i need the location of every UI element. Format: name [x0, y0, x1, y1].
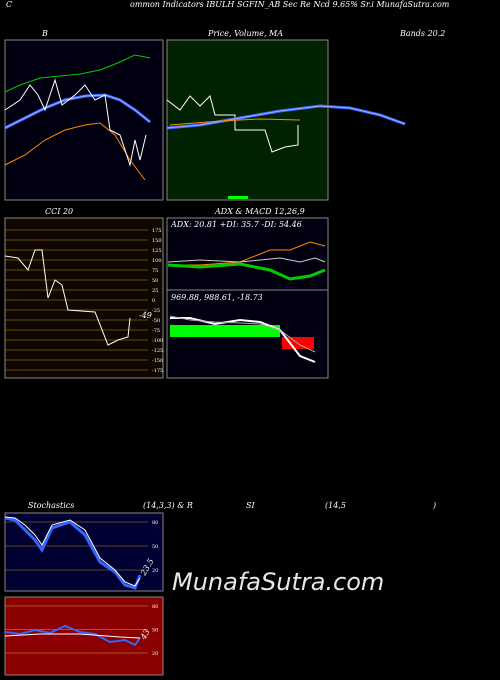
tick-label: 50 [152, 544, 158, 550]
ma-line-edge [166, 105, 406, 129]
rsi-line [4, 624, 141, 647]
tick-label: -100 [152, 338, 163, 344]
stoch-d [4, 516, 141, 587]
tick-label: -150 [152, 358, 163, 364]
panel-title: Price, Volume, MA [207, 29, 283, 38]
panel-title: CCI 20 [45, 207, 73, 216]
tick-label: 150 [152, 238, 162, 244]
header-prefix: C [6, 0, 12, 9]
tick-label: 0 [152, 298, 155, 304]
ticks: 80 50 20 [5, 604, 158, 657]
tick-label: 50 [152, 278, 158, 284]
header-right: SGFIN_AB Sec Re Ncd 9.65% Sr.i MunafaSut… [237, 0, 450, 9]
panel-title: ) [432, 501, 436, 510]
plus-di [167, 262, 326, 281]
tick-label: -25 [152, 308, 160, 314]
panel-title: (14,5 [325, 501, 346, 510]
panel-title: (14,3,3) & R [143, 501, 193, 510]
panel-title: B [41, 29, 48, 38]
rsi-avg [4, 633, 141, 639]
stoch-k [4, 516, 142, 590]
tick-label: 50 [152, 628, 158, 634]
lower-band [4, 122, 146, 181]
macd-text: 969.88, 988.61, -18.73 [171, 293, 263, 302]
adx-line [167, 257, 326, 263]
upper-band [4, 54, 151, 93]
panel [4, 512, 164, 592]
tick-label: 75 [152, 268, 158, 274]
header-left: ommon Indicators IBULH [130, 0, 235, 9]
tick-label: 100 [152, 258, 162, 264]
price-line [4, 78, 147, 167]
panel-title: ADX & MACD 12,26,9 [214, 207, 305, 216]
panel-title: SI [246, 501, 255, 510]
tick-label: 80 [152, 520, 158, 526]
cci-line [4, 249, 131, 346]
minus-di [168, 241, 326, 266]
ticks: 175 150 125 100 75 50 25 0 -25 -50 -75 -100 -125 -150… [5, 228, 163, 374]
panel-title: Stochastics [28, 501, 74, 510]
tick-label: 20 [152, 568, 158, 574]
signal-line [169, 315, 316, 353]
ticks: 80 50 20 [5, 520, 158, 574]
tick-label: 25 [152, 288, 158, 294]
watermark: MunafaSutra.com [172, 568, 384, 596]
middle-band-edge [4, 94, 151, 129]
tick-label: 175 [152, 228, 162, 234]
tick-label: 80 [152, 604, 158, 610]
value-label: -49 [139, 311, 152, 320]
tick-label: 20 [152, 651, 158, 657]
macd-histogram [170, 325, 280, 337]
panel [4, 39, 164, 201]
tick-label: -125 [152, 348, 163, 354]
panel [4, 217, 164, 379]
tick-label: 125 [152, 248, 162, 254]
ma-line-2 [169, 118, 301, 126]
adx-text: ADX: 20.81 +DI: 35.7 -DI: 54.46 [170, 220, 302, 229]
macd-line [170, 317, 316, 363]
tick-label: -75 [152, 328, 160, 334]
tick-label: -175 [152, 368, 163, 374]
tick-label: -50 [152, 318, 160, 324]
panel-title: Bands 20.2 [399, 29, 445, 38]
volume-bar [228, 196, 248, 199]
panel [4, 596, 164, 676]
price-line [166, 95, 299, 153]
